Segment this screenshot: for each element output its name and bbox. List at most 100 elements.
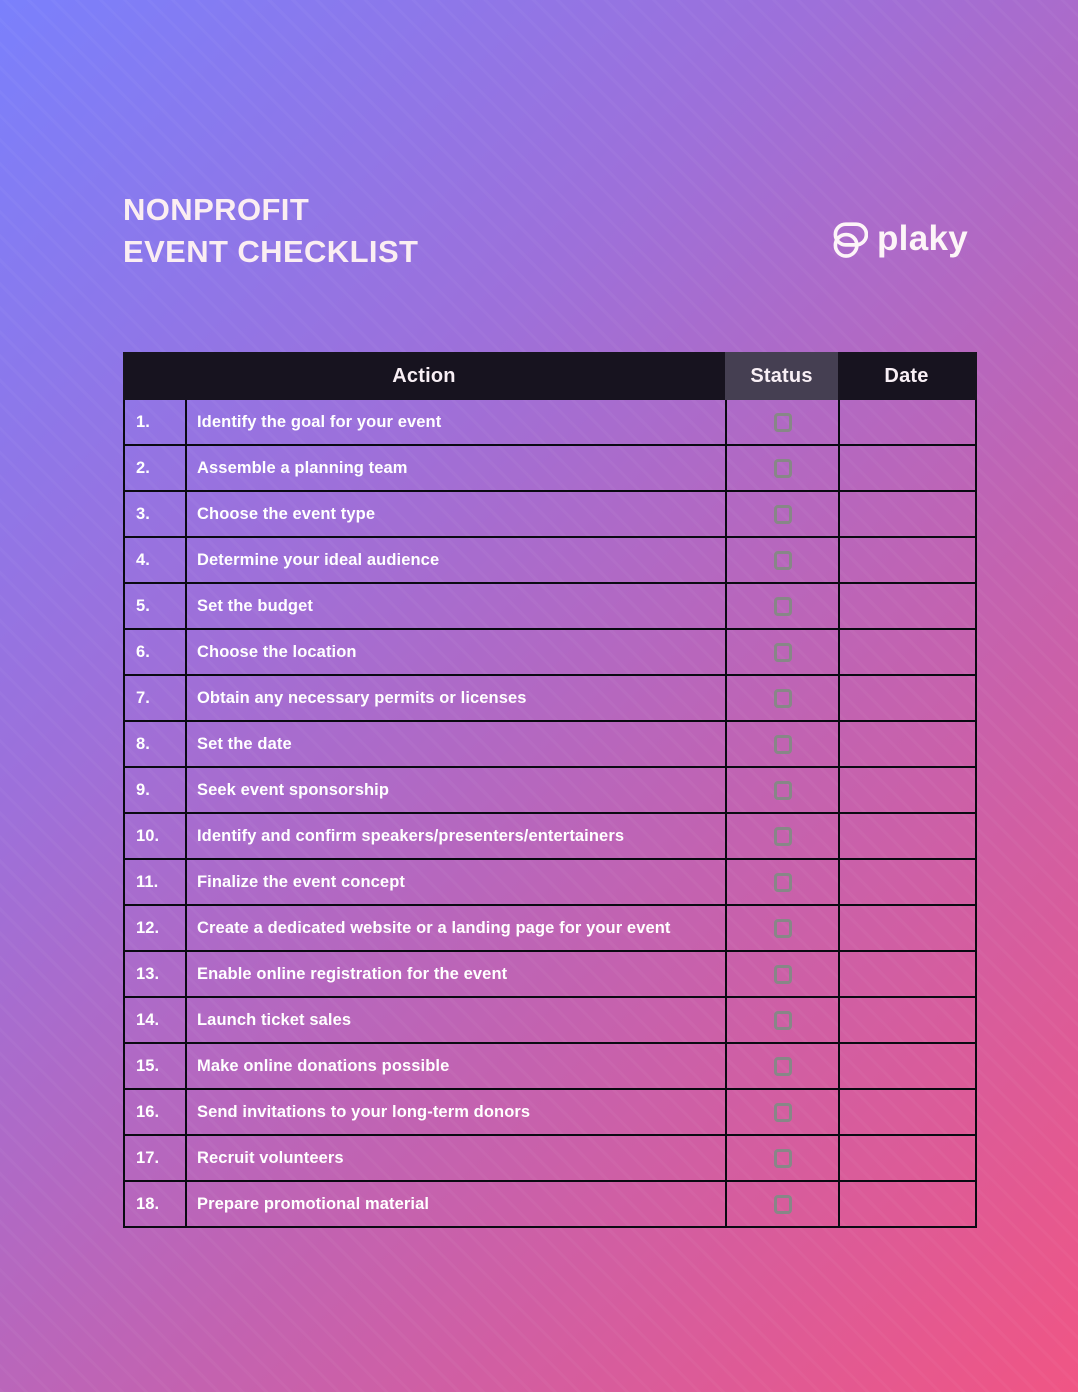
status-checkbox[interactable] bbox=[773, 826, 792, 846]
status-cell bbox=[727, 446, 840, 490]
table-row: 1. Identify the goal for your event bbox=[125, 400, 975, 446]
action-label: Choose the event type bbox=[187, 492, 727, 536]
status-cell bbox=[727, 952, 840, 996]
status-cell bbox=[727, 1044, 840, 1088]
date-cell bbox=[840, 860, 977, 904]
table-row: 18. Prepare promotional material bbox=[125, 1182, 975, 1228]
date-cell bbox=[840, 722, 977, 766]
action-label: Create a dedicated website or a landing … bbox=[187, 906, 727, 950]
table-row: 15. Make online donations possible bbox=[125, 1044, 975, 1090]
table-row: 16. Send invitations to your long-term do… bbox=[125, 1090, 975, 1136]
row-number: 13. bbox=[125, 952, 187, 996]
action-label: Set the budget bbox=[187, 584, 727, 628]
status-cell bbox=[727, 722, 840, 766]
table-row: 5. Set the budget bbox=[125, 584, 975, 630]
row-number: 4. bbox=[125, 538, 187, 582]
table-row: 7. Obtain any necessary permits or licens… bbox=[125, 676, 975, 722]
checklist-table: Action Status Date 1. Identify the goal f… bbox=[123, 352, 977, 1228]
status-checkbox[interactable] bbox=[773, 918, 792, 938]
row-number: 16. bbox=[125, 1090, 187, 1134]
row-number: 14. bbox=[125, 998, 187, 1042]
row-number: 7. bbox=[125, 676, 187, 720]
page-title-line1: NONPROFIT bbox=[123, 192, 310, 227]
action-label: Send invitations to your long-term donor… bbox=[187, 1090, 727, 1134]
date-cell bbox=[840, 1090, 977, 1134]
table-row: 8. Set the date bbox=[125, 722, 975, 768]
action-label: Recruit volunteers bbox=[187, 1136, 727, 1180]
row-number: 12. bbox=[125, 906, 187, 950]
row-number: 8. bbox=[125, 722, 187, 766]
status-cell bbox=[727, 630, 840, 674]
status-cell bbox=[727, 860, 840, 904]
status-cell bbox=[727, 584, 840, 628]
page-title: NONPROFIT EVENT CHECKLIST bbox=[123, 189, 418, 273]
table-row: 11. Finalize the event concept bbox=[125, 860, 975, 906]
action-label: Identify the goal for your event bbox=[187, 400, 727, 444]
status-checkbox[interactable] bbox=[773, 780, 792, 800]
status-checkbox[interactable] bbox=[773, 964, 792, 984]
table-row: 6. Choose the location bbox=[125, 630, 975, 676]
date-cell bbox=[840, 906, 977, 950]
status-checkbox[interactable] bbox=[773, 1010, 792, 1030]
status-cell bbox=[727, 538, 840, 582]
status-checkbox[interactable] bbox=[773, 1148, 792, 1168]
date-cell bbox=[840, 768, 977, 812]
status-checkbox[interactable] bbox=[773, 1056, 792, 1076]
row-number: 6. bbox=[125, 630, 187, 674]
table-row: 10. Identify and confirm speakers/present… bbox=[125, 814, 975, 860]
date-cell bbox=[840, 492, 977, 536]
action-label: Prepare promotional material bbox=[187, 1182, 727, 1226]
date-cell bbox=[840, 630, 977, 674]
status-checkbox[interactable] bbox=[773, 1102, 792, 1122]
column-header-status: Status bbox=[725, 352, 838, 400]
status-cell bbox=[727, 814, 840, 858]
status-checkbox[interactable] bbox=[773, 596, 792, 616]
status-cell bbox=[727, 1090, 840, 1134]
date-cell bbox=[840, 952, 977, 996]
row-number: 17. bbox=[125, 1136, 187, 1180]
status-checkbox[interactable] bbox=[773, 872, 792, 892]
status-checkbox[interactable] bbox=[773, 688, 792, 708]
status-cell bbox=[727, 400, 840, 444]
status-cell bbox=[727, 768, 840, 812]
table-row: 4. Determine your ideal audience bbox=[125, 538, 975, 584]
row-number: 15. bbox=[125, 1044, 187, 1088]
brand-logo: plaky bbox=[833, 221, 968, 260]
page-title-line2: EVENT CHECKLIST bbox=[123, 234, 419, 269]
status-checkbox[interactable] bbox=[773, 458, 792, 478]
date-cell bbox=[840, 584, 977, 628]
date-cell bbox=[840, 1136, 977, 1180]
column-header-action: Action bbox=[392, 364, 456, 387]
date-cell bbox=[840, 1044, 977, 1088]
date-cell bbox=[840, 676, 977, 720]
status-checkbox[interactable] bbox=[773, 1194, 792, 1214]
status-cell bbox=[727, 998, 840, 1042]
date-cell bbox=[840, 446, 977, 490]
date-cell bbox=[840, 1182, 977, 1226]
action-label: Enable online registration for the event bbox=[187, 952, 727, 996]
table-body: 1. Identify the goal for your event 2. Asse… bbox=[125, 400, 975, 1228]
column-header-date: Date bbox=[884, 364, 929, 387]
row-number: 18. bbox=[125, 1182, 187, 1226]
table-row: 9. Seek event sponsorship bbox=[125, 768, 975, 814]
table-row: 14. Launch ticket sales bbox=[125, 998, 975, 1044]
action-label: Assemble a planning team bbox=[187, 446, 727, 490]
status-cell bbox=[727, 1136, 840, 1180]
row-number: 5. bbox=[125, 584, 187, 628]
date-cell bbox=[840, 538, 977, 582]
row-number: 11. bbox=[125, 860, 187, 904]
action-label: Determine your ideal audience bbox=[187, 538, 727, 582]
action-label: Make online donations possible bbox=[187, 1044, 727, 1088]
status-cell bbox=[727, 1182, 840, 1226]
brand-name: plaky bbox=[877, 219, 968, 258]
date-cell bbox=[840, 814, 977, 858]
status-checkbox[interactable] bbox=[773, 550, 792, 570]
status-cell bbox=[727, 676, 840, 720]
table-row: 3. Choose the event type bbox=[125, 492, 975, 538]
status-checkbox[interactable] bbox=[773, 642, 792, 662]
status-checkbox[interactable] bbox=[773, 734, 792, 754]
action-label: Set the date bbox=[187, 722, 727, 766]
status-checkbox[interactable] bbox=[773, 412, 792, 432]
status-checkbox[interactable] bbox=[773, 504, 792, 524]
